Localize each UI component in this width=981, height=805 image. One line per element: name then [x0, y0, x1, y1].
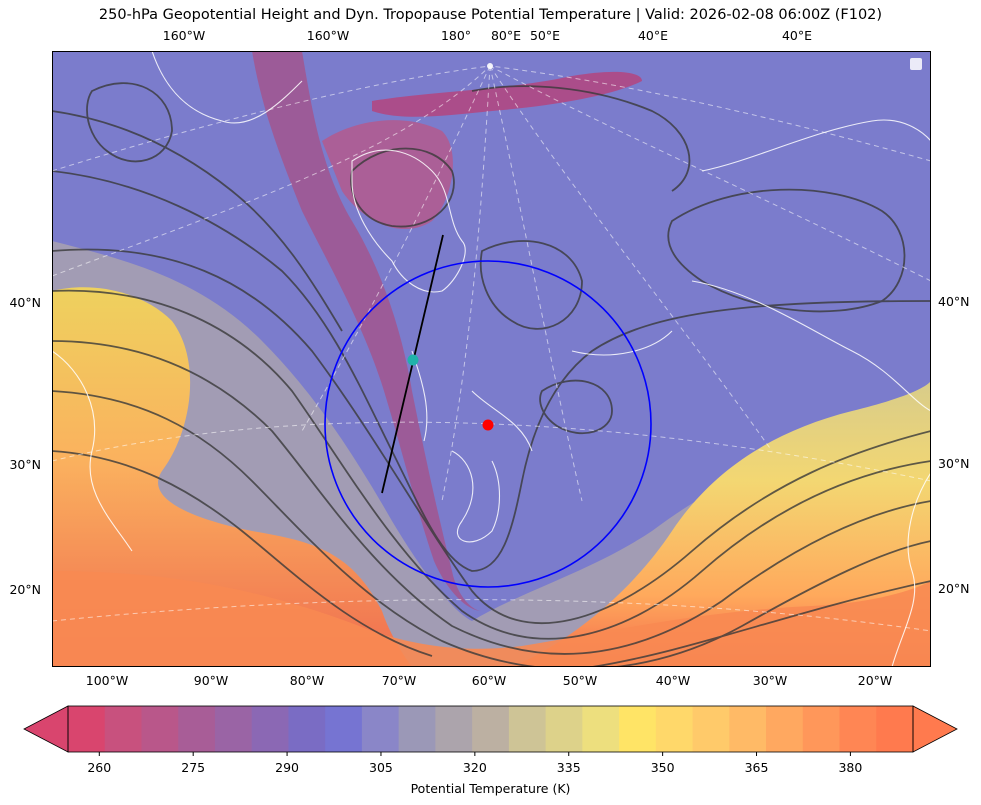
colorbar-tick-label: 380	[838, 760, 863, 775]
top-lon-label: 160°W	[162, 28, 206, 43]
analysis-circle	[324, 260, 652, 588]
bottom-lon-label: 90°W	[193, 673, 229, 688]
colorbar-cell	[619, 706, 657, 752]
colorbar-cell	[839, 706, 877, 752]
colorbar-cell	[802, 706, 841, 752]
colorbar-extend-min	[23, 705, 69, 753]
colorbar-extend-max	[912, 705, 958, 753]
colorbar-cell	[68, 706, 106, 752]
colorbar-tick-label: 365	[744, 760, 769, 775]
colorbar-cell	[398, 706, 436, 752]
left-lat-label: 40°N	[9, 295, 41, 310]
top-lon-label: 160°W	[306, 28, 350, 43]
colorbar-cell	[325, 706, 363, 752]
warm-field-east	[512, 381, 931, 667]
colorbar-cell	[472, 706, 510, 752]
left-lat-label: 30°N	[9, 457, 41, 472]
cold-trough	[252, 51, 482, 611]
colorbar-tick-label: 260	[87, 760, 112, 775]
colorbar-cell	[545, 706, 583, 752]
colorbar-cell	[876, 706, 914, 752]
cold-strip-top	[372, 71, 642, 117]
colorbar-cell	[178, 706, 216, 752]
colorbar-tick-label: 275	[181, 760, 206, 775]
right-lat-label: 20°N	[938, 581, 970, 596]
colorbar-cell	[361, 706, 400, 752]
colorbar-label: Potential Temperature (K)	[410, 781, 571, 796]
top-lon-label: 40°E	[781, 28, 813, 43]
red-marker	[482, 419, 494, 431]
bottom-lon-label: 40°W	[655, 673, 691, 688]
graticule	[52, 65, 931, 632]
map-panel	[52, 51, 931, 667]
colorbar-cell	[288, 706, 326, 752]
colorbar-cell	[729, 706, 767, 752]
colorbar-cell	[435, 706, 473, 752]
colorbar-tick-label: 305	[369, 760, 393, 775]
colorbar-tick-label: 335	[556, 760, 581, 775]
bottom-lon-label: 100°W	[85, 673, 129, 688]
coastlines	[52, 51, 931, 667]
pole-point	[487, 63, 493, 69]
colorbar-cell	[582, 706, 620, 752]
colorbar-cell	[655, 706, 694, 752]
bottom-lon-label: 70°W	[381, 673, 417, 688]
colorbar-cell	[141, 706, 179, 752]
colorbar-cell	[766, 706, 804, 752]
legend-placeholder	[910, 58, 922, 70]
top-lon-label: 180°	[440, 28, 472, 43]
colorbar-cell	[692, 706, 730, 752]
cyan-marker	[407, 354, 419, 366]
bottom-lon-label: 50°W	[562, 673, 598, 688]
chart-title: 250-hPa Geopotential Height and Dyn. Tro…	[98, 7, 883, 23]
colorbar-cell	[508, 706, 547, 752]
bottom-lon-label: 60°W	[471, 673, 507, 688]
colorbar-cell	[251, 706, 289, 752]
right-lat-label: 30°N	[938, 456, 970, 471]
left-lat-label: 20°N	[9, 582, 41, 597]
colorbar-tick-label: 320	[462, 760, 487, 775]
warm-band-south	[52, 571, 931, 667]
bottom-lon-label: 80°W	[289, 673, 325, 688]
bottom-lon-label: 20°W	[857, 673, 893, 688]
colorbar-tick-label: 350	[650, 760, 675, 775]
top-lon-label: 40°E	[637, 28, 669, 43]
colorbar-tick-label: 290	[275, 760, 299, 775]
colorbar-cell	[214, 706, 253, 752]
bottom-lon-label: 30°W	[752, 673, 788, 688]
right-lat-label: 40°N	[938, 294, 970, 309]
top-lon-label: 80°E	[490, 28, 522, 43]
colorbar-cell	[104, 706, 142, 752]
top-lon-label: 50°E	[529, 28, 561, 43]
warm-field-west	[52, 287, 412, 667]
height-contours	[52, 82, 931, 667]
